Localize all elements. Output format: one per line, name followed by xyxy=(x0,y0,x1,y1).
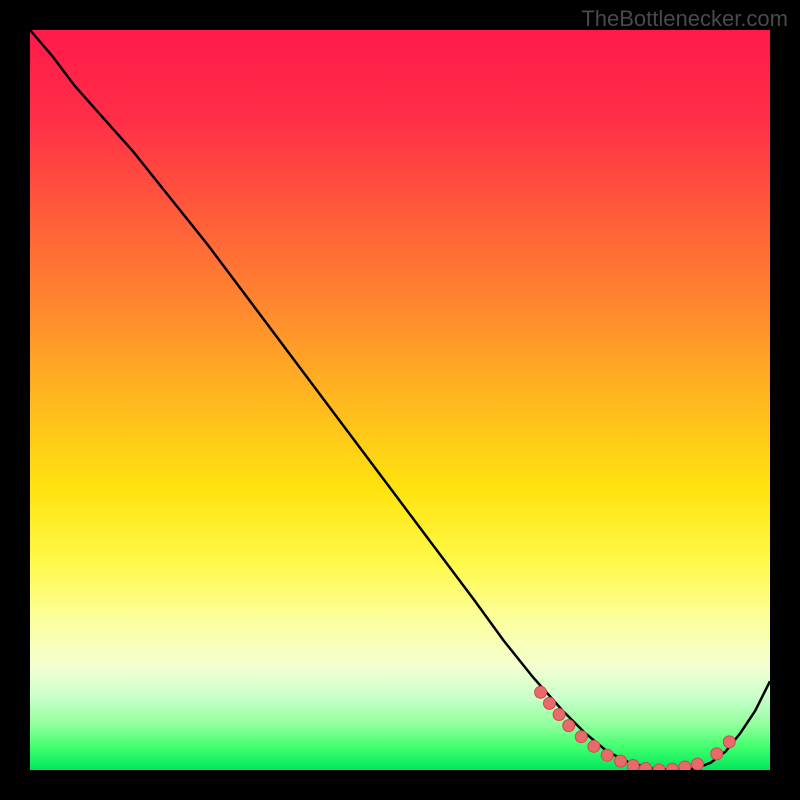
data-marker xyxy=(627,760,639,770)
plot-area xyxy=(30,30,770,770)
data-markers xyxy=(535,686,736,770)
data-marker xyxy=(615,755,627,767)
data-marker xyxy=(691,758,703,770)
data-marker xyxy=(563,720,575,732)
data-marker xyxy=(543,697,555,709)
data-marker xyxy=(535,686,547,698)
bottleneck-curve xyxy=(30,30,770,770)
data-marker xyxy=(723,736,735,748)
data-marker xyxy=(653,764,665,770)
data-marker xyxy=(553,709,565,721)
data-marker xyxy=(601,749,613,761)
data-marker xyxy=(575,731,587,743)
data-marker xyxy=(588,740,600,752)
data-marker xyxy=(711,748,723,760)
data-marker xyxy=(666,763,678,770)
data-marker xyxy=(679,761,691,770)
watermark-text: TheBottlenecker.com xyxy=(581,6,788,32)
data-marker xyxy=(640,763,652,770)
curve-layer xyxy=(30,30,770,770)
